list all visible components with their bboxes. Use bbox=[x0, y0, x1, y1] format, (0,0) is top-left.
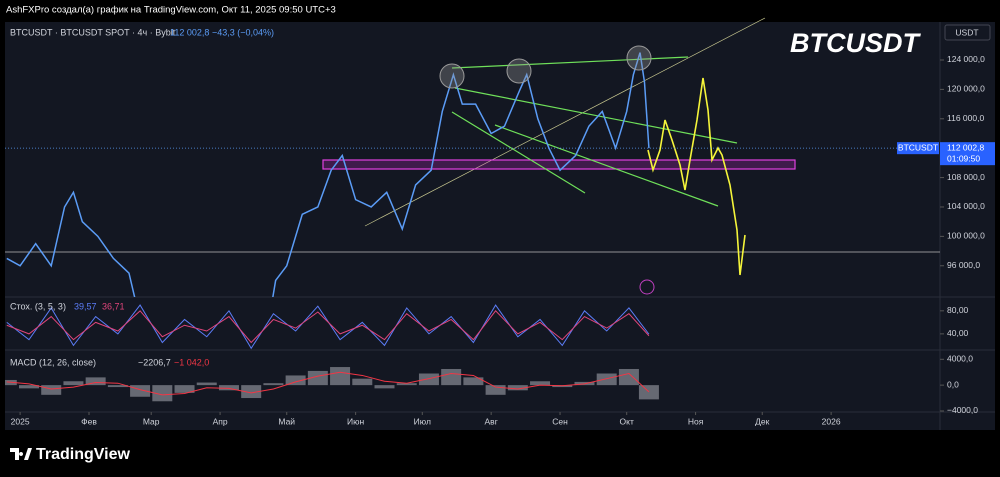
histogram-bar bbox=[530, 381, 551, 386]
histogram-bar bbox=[152, 385, 173, 402]
indicator-title: MACD (12, 26, close) bbox=[10, 357, 96, 367]
y-tick-label: 40,00 bbox=[947, 328, 969, 338]
x-tick-label: Июл bbox=[414, 416, 431, 426]
histogram-bar bbox=[618, 368, 639, 386]
event-icon[interactable] bbox=[639, 279, 655, 295]
histogram-bar bbox=[263, 383, 284, 386]
y-tick-label: 116 000,0 bbox=[947, 113, 984, 123]
histogram-bar bbox=[638, 385, 659, 400]
histogram-bar bbox=[441, 368, 462, 386]
last-price: 112 002,8 bbox=[170, 27, 209, 37]
price-tag-label: 112 002,8 bbox=[947, 142, 984, 152]
y-tick-label: 100 000,0 bbox=[947, 231, 985, 241]
trend-line bbox=[494, 124, 719, 207]
x-tick-label: 2026 bbox=[822, 416, 841, 426]
indicator-value: −1 042,0 bbox=[174, 357, 209, 367]
indicator-value: 39,57 bbox=[74, 301, 97, 311]
marker-circle bbox=[506, 58, 532, 84]
histogram-bar bbox=[507, 385, 528, 391]
x-tick-label: Сен bbox=[552, 416, 568, 426]
x-tick-label: Фев bbox=[81, 416, 97, 426]
x-tick-label: Май bbox=[278, 416, 295, 426]
histogram-bar bbox=[374, 385, 395, 389]
trend-line bbox=[451, 56, 689, 69]
y-tick-label: 80,00 bbox=[947, 305, 969, 315]
x-tick-label: Окт bbox=[620, 416, 634, 426]
y-tick-label: 104 000,0 bbox=[947, 201, 985, 211]
currency: USDT bbox=[955, 27, 978, 37]
histogram-bar bbox=[241, 385, 262, 399]
histogram-bar bbox=[196, 382, 217, 386]
histogram-bar bbox=[41, 385, 62, 395]
caption: AshFXPro создал(а) график на TradingView… bbox=[6, 5, 336, 16]
histogram-bar bbox=[418, 373, 439, 386]
pane bbox=[6, 304, 650, 350]
indicator-title: Стох. (3, 5, 3) bbox=[10, 301, 66, 311]
y-tick-label: 108 000,0 bbox=[947, 172, 985, 182]
series-line bbox=[6, 371, 650, 396]
histogram-bar bbox=[107, 385, 128, 388]
histogram-bar bbox=[396, 383, 417, 386]
price-change: −43,3 (−0,04%) bbox=[212, 27, 274, 37]
price-tag bbox=[940, 142, 995, 166]
trend-line bbox=[364, 17, 766, 227]
countdown: 01:09:50 bbox=[947, 153, 980, 163]
histogram-bar bbox=[130, 385, 151, 397]
histogram-bar bbox=[218, 385, 239, 391]
histogram-bar bbox=[18, 385, 39, 389]
indicator-value: 36,71 bbox=[102, 301, 125, 311]
series-line bbox=[6, 310, 650, 344]
histogram-bar bbox=[330, 367, 351, 386]
histogram-bar bbox=[352, 378, 373, 386]
trend-line bbox=[451, 111, 586, 194]
symbol-title: BTCUSDT · BTCUSDT SPOT · 4ч · Bybit bbox=[10, 27, 176, 37]
brand-logo: TradingView bbox=[10, 446, 131, 463]
watermark: BTCUSDT bbox=[790, 28, 921, 58]
histogram-bar bbox=[485, 385, 506, 395]
y-tick-label: 120 000,0 bbox=[947, 84, 985, 94]
histogram-bar bbox=[596, 373, 617, 386]
pane bbox=[6, 52, 650, 297]
y-tick-label: 96 000,0 bbox=[947, 260, 980, 270]
x-tick-label: Июн bbox=[347, 416, 364, 426]
brand: TradingView bbox=[36, 446, 131, 463]
x-tick-label: Ноя bbox=[688, 416, 704, 426]
x-tick-label: Дек bbox=[755, 416, 769, 426]
trend-line bbox=[454, 87, 738, 144]
pane bbox=[5, 367, 659, 402]
symbol-tag-label: BTCUSDT bbox=[898, 142, 938, 152]
x-tick-label: Мар bbox=[143, 416, 160, 426]
histogram-bar bbox=[307, 370, 328, 386]
currency-button[interactable] bbox=[944, 24, 991, 41]
y-tick-label: 0,0 bbox=[947, 379, 959, 389]
x-tick-label: Апр bbox=[213, 416, 228, 426]
y-tick-label: 124 000,0 bbox=[947, 54, 985, 64]
chart-frame bbox=[5, 22, 995, 430]
histogram-bar bbox=[63, 381, 84, 386]
logo-icon bbox=[10, 448, 32, 460]
x-tick-label: Авг bbox=[485, 416, 498, 426]
indicator-value: −2206,7 bbox=[138, 357, 171, 367]
histogram-bar bbox=[285, 375, 306, 386]
y-tick-label: −4000,0 bbox=[947, 405, 978, 415]
marker-circle bbox=[626, 45, 652, 71]
symbol-tag bbox=[897, 142, 939, 155]
histogram-bar bbox=[85, 377, 106, 386]
series-line bbox=[6, 52, 650, 297]
forecast-path bbox=[647, 77, 746, 276]
marker-circle bbox=[439, 63, 465, 89]
x-tick-label: 2025 bbox=[11, 416, 30, 426]
histogram-bar bbox=[174, 385, 195, 393]
histogram-bar bbox=[463, 377, 484, 386]
y-tick-label: 4000,0 bbox=[947, 354, 973, 364]
